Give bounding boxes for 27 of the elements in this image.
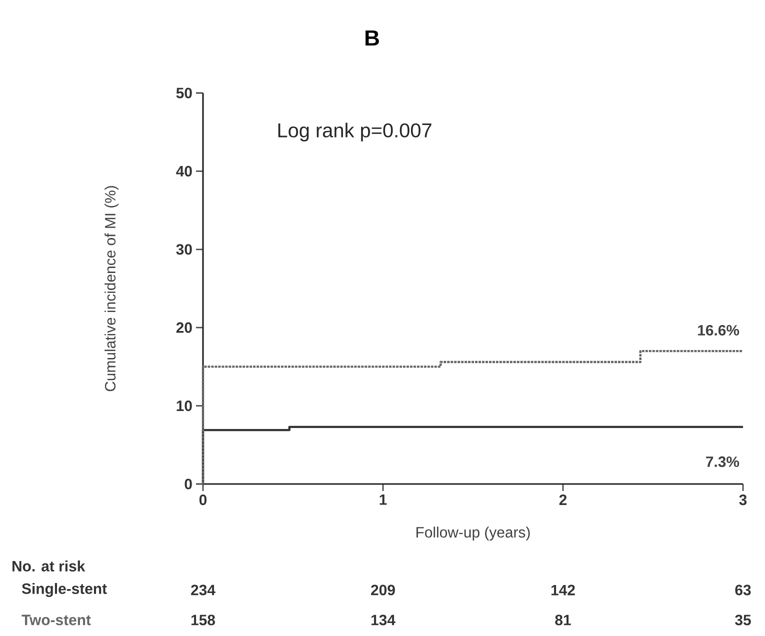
text: 234 (191, 584, 216, 596)
text: No. at risk (12, 560, 86, 572)
text: 134 (371, 614, 396, 626)
text: 158 (191, 614, 215, 626)
text: 35 (735, 614, 751, 626)
x-tick-label: 2 (559, 494, 567, 505)
y-tick-label: 0 (184, 478, 192, 490)
text: Two-stent (22, 614, 91, 626)
annotation: Log rank p=0.007 (278, 122, 432, 142)
chart-title: B (366, 30, 379, 46)
text: Single-stent (22, 583, 107, 598)
y-tick-label: 50 (176, 88, 192, 98)
annotation: 16.6% (698, 324, 740, 336)
x-tick-label: 1 (380, 494, 387, 505)
text: 142 (551, 584, 575, 596)
x-tick-label: 3 (739, 494, 747, 506)
x-axis-title: Follow-up (years) (416, 526, 530, 541)
y-tick-label: 20 (176, 322, 192, 333)
text: 63 (735, 584, 751, 596)
annotation: 7.3% (706, 456, 740, 468)
x-tick-label: 0 (199, 494, 207, 506)
y-tick-label: 10 (176, 400, 192, 412)
text: 81 (555, 614, 571, 626)
y-tick-label: 30 (176, 244, 192, 255)
y-axis-title: Cumulative incidence of MI (%) (104, 186, 118, 392)
y-tick-label: 40 (176, 166, 192, 176)
text: 209 (371, 584, 395, 596)
